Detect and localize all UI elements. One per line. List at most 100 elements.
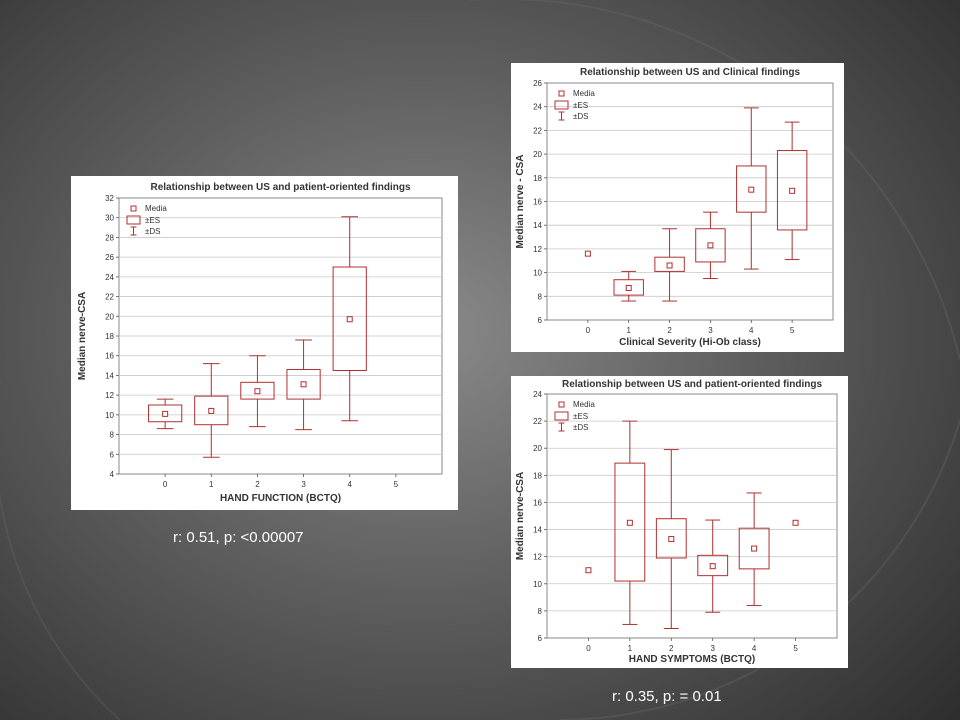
legend-mean-symbol <box>558 401 565 408</box>
x-tick-label: 4 <box>347 480 352 489</box>
x-tick-label: 0 <box>586 644 591 653</box>
y-axis-label: Median nerve-CSA <box>77 292 88 380</box>
y-tick-label: 32 <box>105 194 114 203</box>
mean-marker <box>208 407 215 414</box>
legend-es-symbol <box>554 411 569 421</box>
x-tick-label: 1 <box>626 326 631 335</box>
mean-marker <box>254 388 261 395</box>
legend-entry-media: Media <box>573 400 595 409</box>
y-tick-label: 10 <box>105 411 114 420</box>
y-tick-label: 16 <box>533 498 542 507</box>
y-axis-label: Median nerve - CSA <box>515 155 526 249</box>
es-box <box>148 404 183 423</box>
y-tick-label: 6 <box>538 634 543 643</box>
x-tick-label: 0 <box>586 326 591 335</box>
mean-marker <box>626 519 633 526</box>
box-group-3 <box>286 339 321 431</box>
x-tick-label: 5 <box>793 644 798 653</box>
es-box <box>697 554 729 577</box>
y-tick-label: 18 <box>533 174 542 183</box>
x-tick-label: 3 <box>301 480 306 489</box>
x-tick-label: 3 <box>708 326 713 335</box>
y-tick-label: 8 <box>538 292 543 301</box>
mean-marker <box>709 563 716 570</box>
y-tick-label: 28 <box>105 233 114 242</box>
clinical-severity-chart: Relationship between US and Clinical fin… <box>515 67 834 348</box>
plot-area <box>546 393 838 639</box>
y-tick-label: 20 <box>105 312 114 321</box>
y-tick-label: 12 <box>533 553 542 562</box>
y-tick-label: 26 <box>105 253 114 262</box>
y-tick-label: 16 <box>105 352 114 361</box>
y-tick-label: 16 <box>533 198 542 207</box>
y-tick-label: 22 <box>533 126 542 135</box>
es-box <box>655 518 687 559</box>
es-box <box>736 165 767 213</box>
y-tick-label: 8 <box>110 431 115 440</box>
es-box <box>240 381 275 400</box>
chart-panel-hand-function: Relationship between US and patient-orie… <box>71 176 458 510</box>
box-group-4 <box>738 492 770 606</box>
y-tick-label: 14 <box>533 221 542 230</box>
x-tick-label: 4 <box>752 644 757 653</box>
hand-function-chart: Relationship between US and patient-orie… <box>77 182 443 504</box>
es-box <box>332 266 367 371</box>
y-tick-label: 4 <box>110 470 115 479</box>
y-tick-label: 24 <box>105 273 114 282</box>
correlation-caption-right: r: 0.35, p: = 0.01 <box>612 688 722 705</box>
y-tick-label: 6 <box>110 450 115 459</box>
y-tick-label: 14 <box>105 371 114 380</box>
box-group-3 <box>697 519 729 613</box>
legend: Media ±ES ±DS <box>554 400 595 432</box>
mean-marker <box>584 250 591 257</box>
box-group-1 <box>194 363 229 458</box>
y-tick-label: 24 <box>533 390 542 399</box>
mean-marker <box>748 186 755 193</box>
es-box <box>286 369 321 400</box>
y-tick-label: 22 <box>533 417 542 426</box>
chart-panel-hand-symptoms: Relationship between US and patient-orie… <box>511 376 848 668</box>
box-group-1 <box>614 420 646 625</box>
y-tick-label: 8 <box>538 607 543 616</box>
x-axis-label: HAND FUNCTION (BCTQ) <box>220 493 341 504</box>
legend-entry-media: Media <box>145 204 167 213</box>
chart-title: Relationship between US and patient-orie… <box>150 182 410 193</box>
legend-entry-media: Media <box>573 89 595 98</box>
x-tick-label: 5 <box>394 480 399 489</box>
x-tick-label: 0 <box>163 480 168 489</box>
box-group-2 <box>240 355 275 428</box>
legend-entry-es: ±ES <box>145 216 160 225</box>
x-tick-label: 2 <box>667 326 672 335</box>
y-tick-label: 22 <box>105 293 114 302</box>
y-tick-label: 10 <box>533 269 542 278</box>
mean-marker <box>668 536 675 543</box>
mean-marker <box>585 567 592 574</box>
x-tick-label: 4 <box>749 326 754 335</box>
es-box <box>776 150 808 231</box>
legend: Media ±ES ±DS <box>126 204 167 236</box>
mean-marker <box>162 410 169 417</box>
es-box <box>695 228 726 263</box>
legend-es-symbol <box>554 100 569 110</box>
y-tick-label: 10 <box>533 580 542 589</box>
box-group-5 <box>792 519 799 526</box>
mean-marker <box>300 381 307 388</box>
x-tick-label: 2 <box>255 480 260 489</box>
y-tick-label: 20 <box>533 150 542 159</box>
legend-entry-ds: ±DS <box>573 112 589 121</box>
y-axis-label: Median nerve-CSA <box>515 472 526 560</box>
mean-marker <box>666 262 673 269</box>
y-tick-label: 18 <box>105 332 114 341</box>
es-box <box>194 395 229 426</box>
y-tick-label: 6 <box>538 316 543 325</box>
mean-marker <box>625 285 632 292</box>
box-group-2 <box>654 228 685 302</box>
box-group-0 <box>148 398 183 430</box>
x-axis-label: Clinical Severity (Hi-Ob class) <box>619 337 761 348</box>
legend-es-symbol <box>126 215 141 225</box>
x-tick-label: 1 <box>628 644 633 653</box>
legend-entry-ds: ±DS <box>573 423 589 432</box>
es-box <box>613 279 644 296</box>
legend-entry-es: ±ES <box>573 101 588 110</box>
box-group-1 <box>613 270 644 302</box>
